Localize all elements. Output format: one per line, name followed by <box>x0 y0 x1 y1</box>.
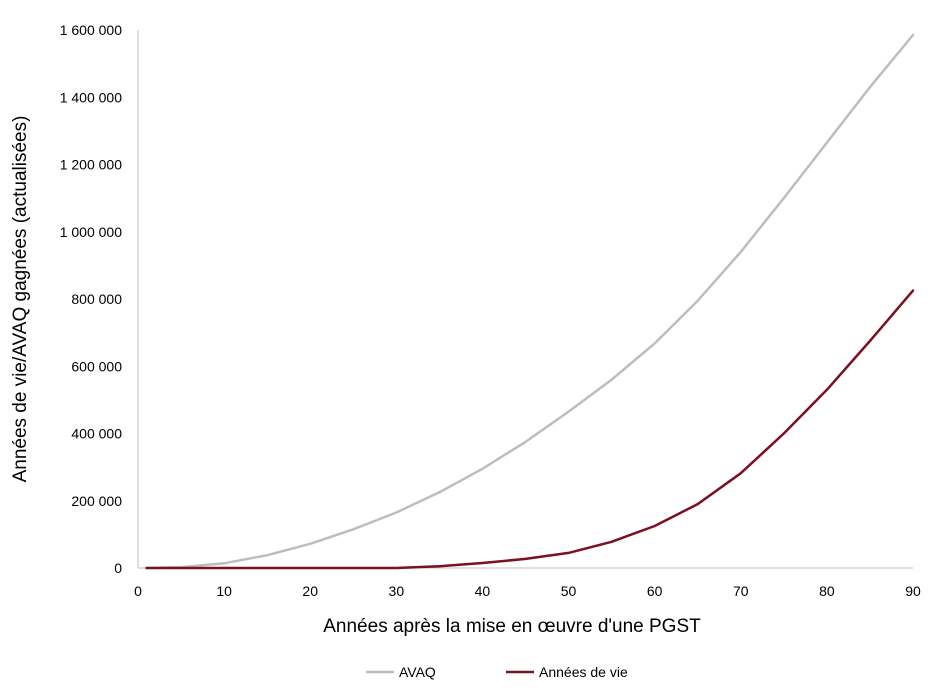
series-line-avaq <box>145 33 915 570</box>
x-tick-labels: 0 10 20 30 40 50 60 70 80 90 <box>134 583 921 599</box>
series-lines <box>145 33 915 570</box>
legend-label-avaq: AVAQ <box>399 664 436 680</box>
x-tick-label: 40 <box>475 583 491 599</box>
legend: AVAQ Années de vie <box>366 664 628 680</box>
x-tick-label: 10 <box>216 583 232 599</box>
y-tick-label: 400 000 <box>71 426 122 442</box>
x-tick-label: 30 <box>389 583 405 599</box>
y-tick-label: 1 600 000 <box>60 22 122 38</box>
y-tick-label: 200 000 <box>71 493 122 509</box>
x-axis-title: Années après la mise en œuvre d'une PGST <box>323 616 701 637</box>
x-tick-label: 90 <box>905 583 921 599</box>
x-tick-label: 0 <box>134 583 142 599</box>
y-tick-label: 1 000 000 <box>60 224 122 240</box>
y-tick-label: 1 200 000 <box>60 157 122 173</box>
x-tick-label: 20 <box>302 583 318 599</box>
x-tick-label: 60 <box>647 583 663 599</box>
axes <box>137 30 913 569</box>
y-tick-label: 600 000 <box>71 358 122 374</box>
y-tick-label: 1 400 000 <box>60 89 122 105</box>
y-tick-label: 800 000 <box>71 291 122 307</box>
y-tick-label: 0 <box>114 560 122 576</box>
y-tick-labels: 0 200 000 400 000 600 000 800 000 1 000 000 1 … <box>60 22 123 576</box>
x-tick-label: 50 <box>561 583 577 599</box>
y-axis-title: Années de vie/AVAQ gagnées (actualisées) <box>10 116 31 483</box>
x-tick-label: 80 <box>819 583 835 599</box>
x-tick-label: 70 <box>733 583 749 599</box>
legend-label-annees-de-vie: Années de vie <box>539 664 628 680</box>
series-line-annees-de-vie <box>145 289 915 570</box>
